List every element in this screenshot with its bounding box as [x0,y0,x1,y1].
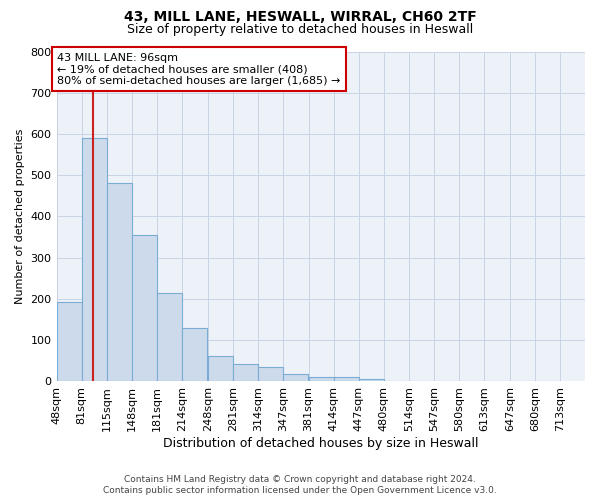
Text: Size of property relative to detached houses in Heswall: Size of property relative to detached ho… [127,22,473,36]
Bar [56,302,82,382]
Bar [359,380,383,382]
Bar [258,366,283,382]
Bar [334,376,359,382]
Y-axis label: Number of detached properties: Number of detached properties [15,129,25,304]
Bar [157,293,182,382]
Text: 43, MILL LANE, HESWALL, WIRRAL, CH60 2TF: 43, MILL LANE, HESWALL, WIRRAL, CH60 2TF [124,10,476,24]
Text: Contains HM Land Registry data © Crown copyright and database right 2024.: Contains HM Land Registry data © Crown c… [124,475,476,484]
Bar [308,378,334,382]
Text: Contains public sector information licensed under the Open Government Licence v3: Contains public sector information licen… [103,486,497,495]
Bar [107,184,132,382]
Bar [82,138,107,382]
Bar [208,356,233,382]
Bar [182,328,207,382]
Bar [132,235,157,382]
Text: 43 MILL LANE: 96sqm
← 19% of detached houses are smaller (408)
80% of semi-detac: 43 MILL LANE: 96sqm ← 19% of detached ho… [57,52,341,86]
X-axis label: Distribution of detached houses by size in Heswall: Distribution of detached houses by size … [163,437,479,450]
Bar [283,374,308,382]
Bar [233,364,258,382]
